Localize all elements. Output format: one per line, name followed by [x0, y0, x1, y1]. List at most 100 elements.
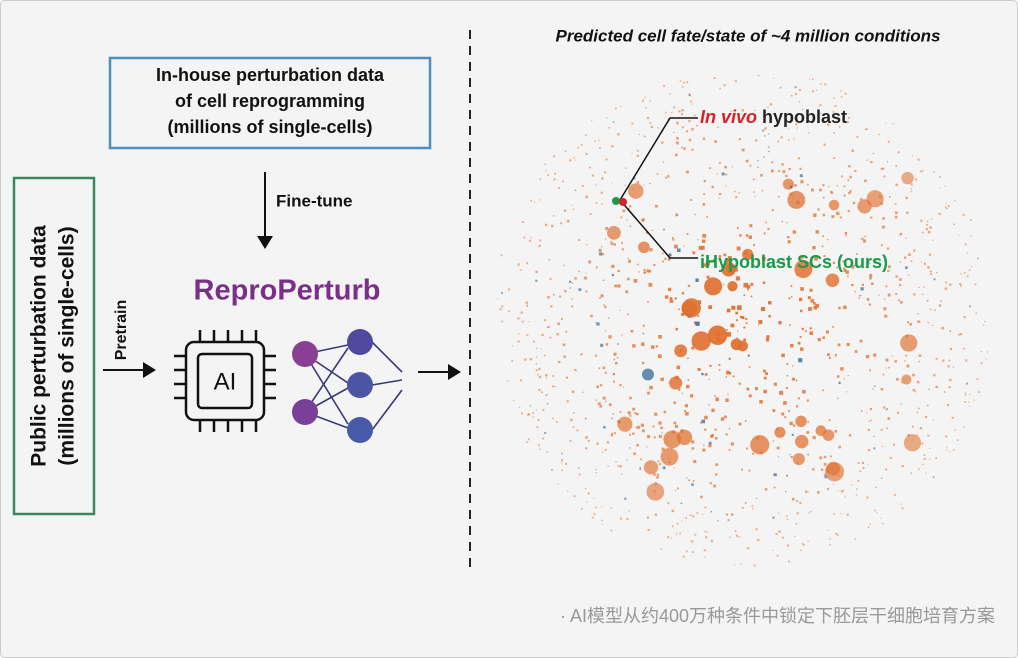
cell-state-dot: [702, 448, 706, 452]
cell-state-dot: [643, 135, 646, 138]
cell-state-dot: [922, 293, 924, 295]
cell-state-dot: [691, 551, 694, 554]
cell-state-dot: [525, 301, 528, 304]
cell-state-dot: [546, 326, 549, 329]
cell-state-dot: [887, 417, 891, 420]
cell-state-dot: [940, 300, 943, 302]
cell-state-dot: [829, 544, 831, 546]
cell-state-dot: [624, 497, 627, 500]
cell-state-dot: [778, 321, 782, 325]
cell-state-dot: [800, 549, 802, 552]
cell-state-dot: [573, 495, 576, 498]
cell-state-dot: [856, 253, 858, 255]
cell-state-dot: [702, 239, 706, 243]
cell-state-dot: [736, 246, 741, 251]
cell-state-dot: [608, 335, 612, 339]
cell-state-dot: [557, 322, 560, 326]
cell-state-dot: [741, 148, 745, 152]
cell-state-dot: [553, 293, 555, 296]
cell-state-dot: [639, 468, 642, 470]
cell-state-dot: [781, 536, 784, 539]
cell-state-dot: [829, 538, 832, 540]
cell-state-dot: [869, 523, 871, 525]
cell-state-dot: [500, 254, 503, 257]
cell-state-dot: [704, 506, 707, 509]
cell-state-dot: [593, 497, 595, 500]
cell-state-dot: [744, 420, 747, 422]
cell-state-dot: [599, 404, 603, 408]
cell-state-dot: [653, 473, 656, 476]
cell-state-dot: [868, 420, 871, 422]
cell-state-dot: [536, 426, 539, 429]
cell-state-dot: [613, 243, 616, 246]
cell-state-dot: [739, 234, 742, 237]
text: In vivo: [700, 107, 757, 127]
cell-state-dot: [945, 281, 948, 284]
cell-state-dot: [795, 522, 798, 525]
cell-state-dot: [526, 304, 529, 307]
cell-state-dot: [716, 339, 719, 343]
cell-state-dot: [868, 303, 871, 306]
cell-state-dot: [797, 341, 801, 345]
cell-state-dot: [680, 113, 684, 116]
cell-state-dot: [899, 278, 902, 281]
cell-state-dot: [676, 487, 679, 490]
cell-state-dot: [658, 434, 662, 438]
cell-state-dot: [649, 100, 651, 102]
cell-state-dot: [830, 455, 833, 458]
cell-state-dot: [657, 460, 660, 463]
cell-state-dot: [944, 206, 947, 208]
cell-state-dot: [693, 459, 697, 464]
cell-state-dot: [626, 219, 628, 221]
cell-state-dot: [636, 154, 639, 157]
cell-state-dot: [731, 305, 736, 310]
cell-state-dot: [585, 436, 588, 439]
cell-state-dot: [923, 286, 925, 288]
cell-state-dot: [586, 501, 588, 503]
cell-state-dot: [861, 237, 864, 240]
cell-state-dot: [870, 216, 873, 219]
cell-state-dot: [985, 358, 987, 360]
cell-state-dot: [644, 96, 646, 98]
cell-state-dot: [930, 272, 932, 275]
cell-state-dot: [672, 238, 675, 241]
cell-state-dot: [611, 273, 614, 277]
cell-state-dot: [595, 399, 598, 401]
cell-state-dot: [687, 357, 689, 359]
cell-state-dot: [847, 275, 849, 278]
cell-state-dot: [886, 427, 888, 430]
cell-state-dot: [647, 391, 650, 395]
cell-state-dot: [627, 207, 630, 210]
cell-state-dot: [625, 167, 627, 169]
cell-state-dot: [621, 242, 623, 244]
cell-state-dot: [712, 258, 716, 262]
cell-state-dot: [815, 303, 820, 308]
cell-state-dot: [891, 355, 893, 357]
cell-state-dot: [703, 444, 705, 446]
cell-state-dot: [929, 458, 931, 460]
cell-state-dot: [658, 463, 662, 466]
cell-state-dot: [880, 428, 883, 431]
cell-state-dot: [810, 299, 815, 303]
cell-state-dot: [680, 312, 685, 316]
cell-state-dot: [536, 347, 538, 349]
cell-state-dot: [766, 335, 770, 339]
cell-state-dot: [524, 358, 527, 361]
cell-state-dot: [776, 428, 779, 431]
cell-state-dot: [550, 305, 553, 308]
cell-state-dot: [850, 484, 853, 486]
cell-state-dot: [757, 324, 760, 326]
cell-state-dot: [909, 322, 913, 326]
cell-state-dot: [976, 378, 979, 381]
cell-state-dot: [960, 333, 963, 336]
cell-state-dot: [598, 252, 602, 256]
cell-state-dot: [734, 190, 736, 193]
cell-state-dot: [552, 375, 555, 377]
cell-state-dot: [714, 256, 717, 259]
cell-state-dot: [587, 439, 590, 442]
cell-state-dot: [894, 360, 897, 363]
cell-state-dot: [897, 411, 900, 414]
cell-state-dot: [747, 288, 749, 291]
model-name: ReproPerturb: [194, 275, 381, 307]
cell-state-dot: [580, 507, 583, 510]
